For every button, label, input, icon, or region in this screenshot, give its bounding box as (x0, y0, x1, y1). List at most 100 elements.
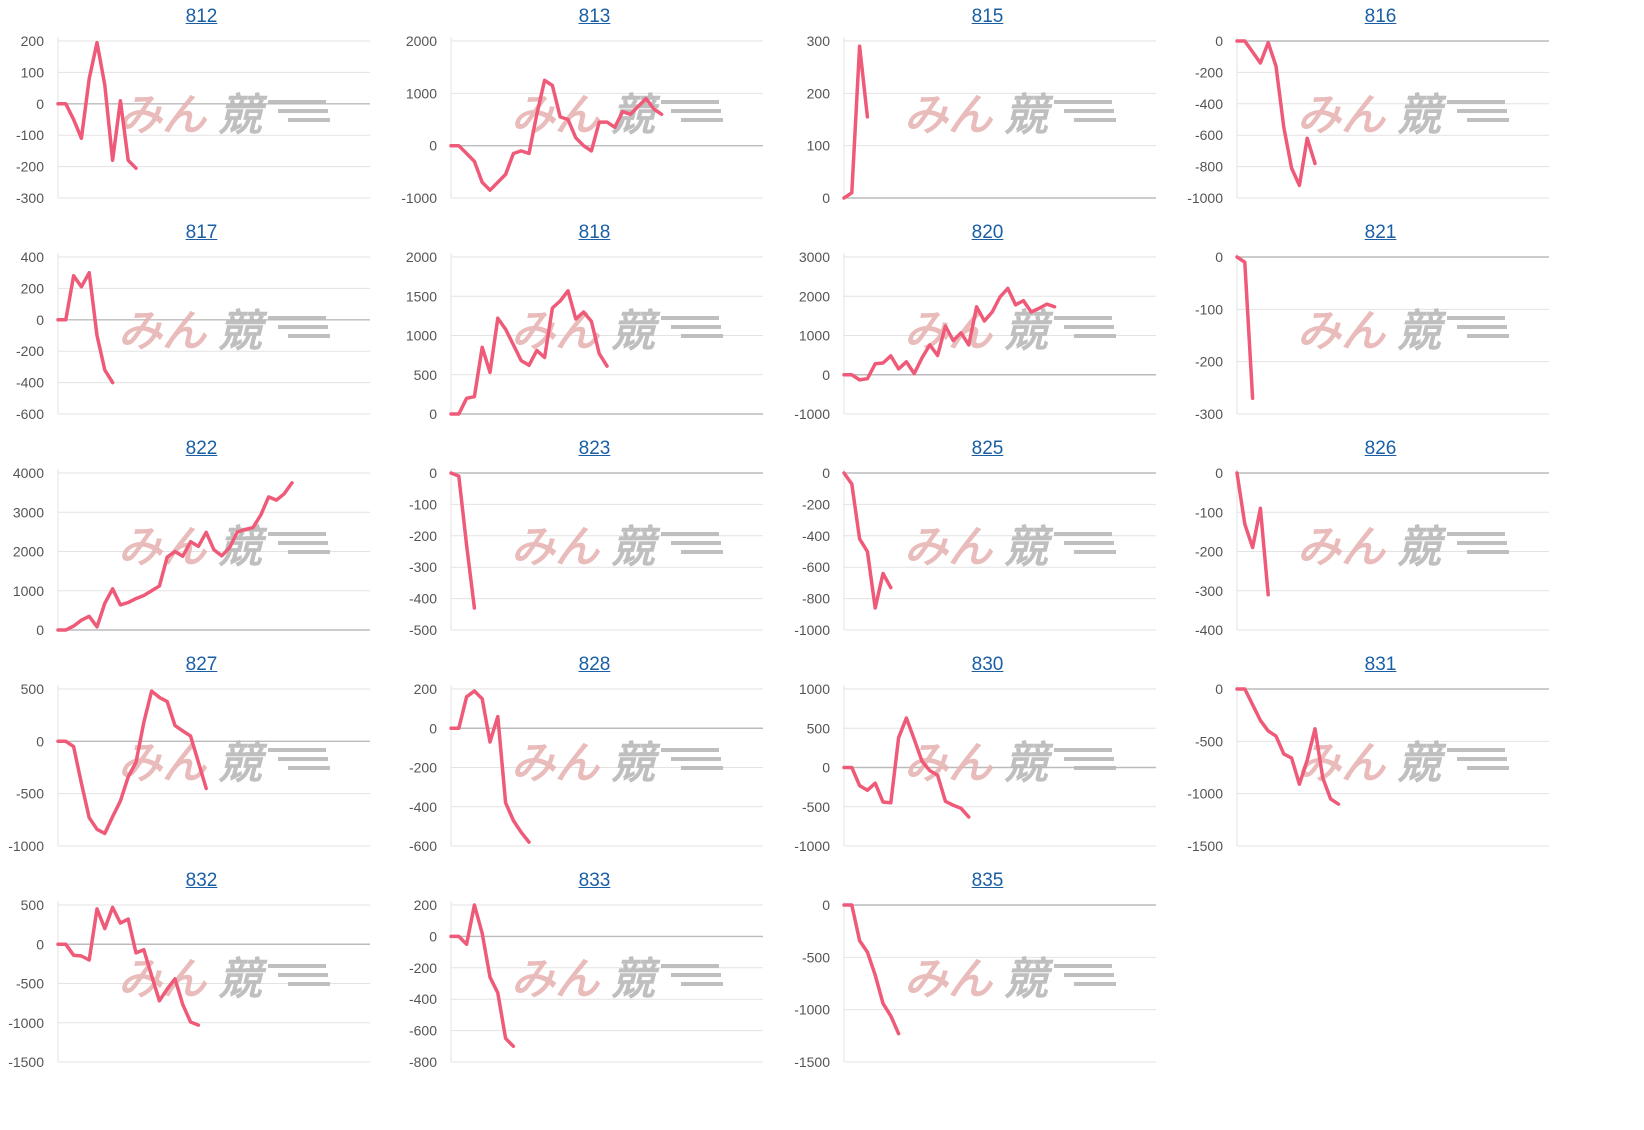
watermark-text-b: 競 (218, 306, 268, 357)
chart-panel-821: 821 0 -100 -200 -300 みん競 (1187, 222, 1598, 448)
y-tick-label: -200 (16, 343, 44, 359)
chart-title-link[interactable]: 830 (971, 654, 1004, 675)
y-tick-label: 0 (429, 720, 437, 736)
y-tick-label: 0 (1215, 33, 1223, 49)
chart-title-link[interactable]: 826 (1364, 438, 1397, 459)
watermark-stripe (288, 766, 330, 770)
watermark-text-a: みん (904, 522, 994, 573)
series-line (56, 481, 294, 632)
y-tick-label: -1500 (794, 1054, 830, 1070)
y-tick-label: 500 (807, 720, 831, 736)
y-tick-label: -200 (16, 159, 44, 175)
chart-title-link[interactable]: 816 (1364, 6, 1397, 27)
watermark-logo: みん競 (511, 90, 723, 141)
chart-svg: 500 0 -500 -1000 みん競 (8, 681, 370, 854)
watermark-text-b: 競 (1004, 306, 1054, 357)
watermark-logo: みん競 (511, 522, 723, 573)
watermark-stripe (268, 316, 326, 320)
chart-svg: 3000 2000 1000 0 -1000 みん競 (794, 249, 1156, 422)
watermark-text-b: 競 (1004, 90, 1054, 141)
watermark-stripe (681, 118, 723, 122)
y-tick-label: 0 (36, 936, 44, 952)
watermark-stripe (268, 964, 326, 968)
y-tick-label: -200 (1195, 354, 1223, 370)
watermark-text-b: 競 (218, 90, 268, 141)
y-tick-label: -500 (409, 622, 437, 638)
chart-title-link[interactable]: 818 (578, 222, 611, 243)
watermark-stripe (1054, 100, 1112, 104)
watermark-stripe (1447, 316, 1505, 320)
chart-title-link[interactable]: 822 (185, 438, 218, 459)
watermark-stripe (278, 973, 328, 977)
watermark-stripe (268, 100, 326, 104)
y-tick-label: 1000 (799, 328, 830, 344)
watermark-stripe (1457, 757, 1507, 761)
chart-title-link[interactable]: 832 (185, 870, 218, 891)
chart-svg: 0 -100 -200 -300 -400 -500 みん競 (409, 465, 763, 638)
chart-title-link[interactable]: 827 (185, 654, 218, 675)
y-tick-label: 500 (414, 367, 438, 383)
series-line (449, 471, 477, 610)
chart-title-link[interactable]: 825 (971, 438, 1004, 459)
watermark-text-b: 競 (1397, 90, 1447, 141)
y-tick-label: 100 (21, 64, 45, 80)
chart-svg: 200 100 0 -100 -200 -300 みん競 (16, 33, 370, 206)
y-tick-label: 0 (36, 96, 44, 112)
watermark-stripe (1447, 748, 1505, 752)
watermark-stripe (1074, 118, 1116, 122)
y-tick-label: 1000 (406, 85, 437, 101)
series-line (842, 44, 870, 200)
chart-title-link[interactable]: 820 (971, 222, 1004, 243)
y-tick-label: 0 (429, 465, 437, 481)
y-tick-label: 0 (822, 190, 830, 206)
y-tick-label: 2000 (406, 249, 437, 265)
y-tick-label: -300 (16, 190, 44, 206)
chart-svg: 200 0 -200 -400 -600 みん競 (409, 681, 763, 854)
watermark-stripe (1054, 964, 1112, 968)
chart-panel-818: 818 2000 1500 1000 500 0 みん競 (401, 222, 812, 448)
y-tick-label: -400 (409, 591, 437, 607)
chart-title-link[interactable]: 812 (185, 6, 218, 27)
watermark-stripe (681, 982, 723, 986)
watermark-stripe (1457, 109, 1507, 113)
chart-title-link[interactable]: 821 (1364, 222, 1397, 243)
y-tick-label: -1000 (794, 406, 830, 422)
watermark-stripe (681, 334, 723, 338)
watermark-stripe (288, 550, 330, 554)
chart-svg: 0 -500 -1000 -1500 みん競 (794, 897, 1156, 1070)
watermark-logo: みん競 (118, 90, 330, 141)
y-tick-label: 2000 (13, 544, 44, 560)
chart-title-link[interactable]: 817 (185, 222, 218, 243)
chart-svg: 500 0 -500 -1000 -1500 みん競 (8, 897, 370, 1070)
y-tick-label: 2000 (406, 33, 437, 49)
y-tick-label: -1000 (794, 622, 830, 638)
y-tick-label: -500 (802, 799, 830, 815)
watermark-text-b: 競 (1397, 306, 1447, 357)
watermark-stripe (1447, 532, 1505, 536)
y-tick-label: 300 (807, 33, 831, 49)
y-tick-label: 0 (429, 406, 437, 422)
chart-title-link[interactable]: 828 (578, 654, 611, 675)
chart-title-link[interactable]: 835 (971, 870, 1004, 891)
watermark-text-a: みん (511, 954, 601, 1005)
chart-title-link[interactable]: 831 (1364, 654, 1397, 675)
watermark-text-a: みん (904, 90, 994, 141)
chart-title-link[interactable]: 815 (971, 6, 1004, 27)
series-line (842, 471, 893, 610)
watermark-stripe (1054, 532, 1112, 536)
y-tick-label: -500 (802, 949, 830, 965)
y-tick-label: -400 (409, 799, 437, 815)
y-tick-label: 0 (822, 367, 830, 383)
watermark-logo: みん競 (511, 738, 723, 789)
series-line (449, 689, 531, 844)
chart-title-link[interactable]: 833 (578, 870, 611, 891)
y-tick-label: 500 (21, 681, 45, 697)
chart-title-link[interactable]: 813 (578, 6, 611, 27)
watermark-stripe (661, 100, 719, 104)
y-tick-label: 1000 (13, 583, 44, 599)
chart-title-link[interactable]: 823 (578, 438, 611, 459)
chart-panel-816: 816 0 -200 -400 -600 -800 -1000 みん競 (1187, 6, 1598, 232)
watermark-stripe (1064, 973, 1114, 977)
chart-svg: 0 -500 -1000 -1500 みん競 (1187, 681, 1549, 854)
y-tick-label: -1000 (401, 190, 437, 206)
